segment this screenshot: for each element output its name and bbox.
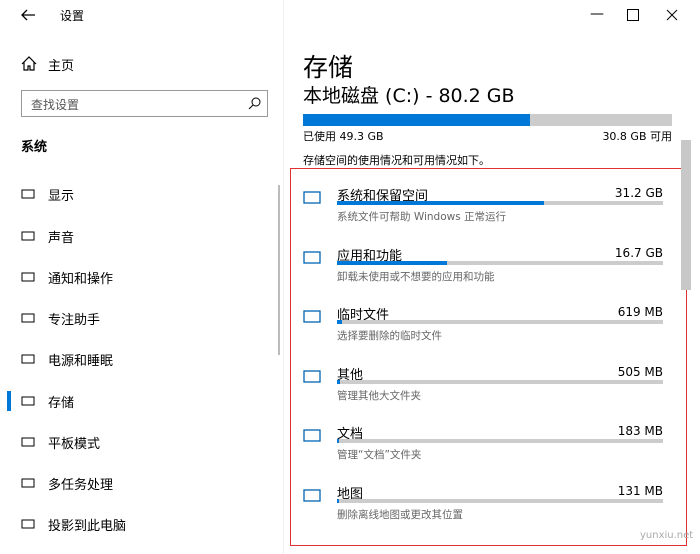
category-name: 文档	[337, 427, 364, 443]
nav-icon	[21, 231, 35, 241]
nav-label: 显示	[48, 189, 75, 204]
category-bar-fill	[337, 379, 340, 384]
nav-label: 投影到此电脑	[48, 519, 127, 534]
category-icon	[303, 250, 321, 264]
category-bar	[337, 201, 663, 205]
category-icon	[303, 370, 321, 383]
nav-icon	[21, 354, 35, 364]
nav-icon	[21, 189, 35, 199]
highlight-box	[290, 168, 687, 546]
category-bar-fill	[337, 439, 339, 444]
category-desc: 系统文件可帮助 Windows 正常运行	[337, 211, 507, 223]
category-bar	[337, 320, 663, 325]
category-desc: 管理“文档”文件夹	[337, 449, 422, 462]
selection-indicator	[7, 391, 11, 411]
storage-category[interactable]: 文档 183 MB 管理“文档”文件夹	[300, 423, 670, 479]
nav-label: 平板模式	[48, 437, 101, 452]
scrollbar	[278, 185, 280, 355]
drive-title: 本地磁盘 (C:) - 80.2 GB	[303, 85, 515, 107]
drive-usage-fill	[303, 114, 530, 126]
storage-category[interactable]: 系统和保留空间 31.2 GB 系统文件可帮助 Windows 正常运行	[300, 185, 670, 241]
category-bar	[337, 379, 663, 384]
page-title: 存储	[303, 53, 354, 82]
category-size: 183 MB	[617, 424, 663, 439]
category-icon	[303, 429, 321, 443]
category-name: 其他	[337, 367, 364, 383]
nav-label: 多任务处理	[48, 478, 114, 493]
search-box[interactable]: 查找设置	[21, 90, 268, 117]
category-icon	[303, 310, 321, 323]
maximize-button[interactable]	[627, 9, 639, 21]
category-bar	[337, 439, 663, 444]
storage-category[interactable]: 临时文件 619 MB 选择要删除的临时文件	[300, 304, 670, 360]
category-size: 619 MB	[617, 305, 663, 320]
intro-text: 存储空间的使用情况和可用情况如下。	[303, 154, 490, 167]
category-desc: 删除离线地图或更改其位置	[337, 509, 463, 521]
nav-icon	[21, 272, 35, 282]
category-size: 31.2 GB	[614, 186, 663, 200]
nav-label: 专注助手	[48, 313, 101, 328]
nav-icon	[21, 313, 35, 323]
category-name: 系统和保留空间	[337, 189, 429, 204]
category-size: 505 MB	[617, 364, 663, 379]
category-bar-fill	[337, 320, 342, 325]
nav-item[interactable]: 投影到此电脑	[0, 504, 283, 544]
nav-item[interactable]: 显示	[0, 174, 283, 214]
watermark: yunxiu.net	[640, 530, 694, 541]
category-bar	[337, 260, 663, 265]
sidebar: 设置 主页 查找设置 系统 显示声音通知和操作专注助手电源和睡眠存储平板模式多任…	[0, 0, 284, 554]
window-title: 设置	[60, 9, 85, 23]
storage-category[interactable]: 其他 505 MB 管理其他大文件夹	[300, 364, 670, 420]
search-icon	[248, 97, 261, 110]
category-size: 131 MB	[617, 484, 663, 498]
nav-item[interactable]: 电源和睡眠	[0, 339, 283, 379]
category-desc: 选择要删除的临时文件	[337, 330, 442, 343]
category-icon	[303, 489, 321, 502]
nav-label: 声音	[48, 231, 75, 246]
nav-item[interactable]: 存储	[0, 381, 283, 421]
category-bar-fill	[337, 201, 544, 205]
nav-label: 通知和操作	[48, 272, 114, 287]
nav-icon	[21, 437, 35, 447]
category-bar-fill	[337, 260, 447, 265]
nav-item[interactable]: 声音	[0, 216, 283, 256]
storage-category[interactable]: 地图 131 MB 删除离线地图或更改其位置	[300, 483, 670, 539]
used-label: 已使用 49.3 GB	[303, 130, 384, 143]
category-name: 应用和功能	[337, 248, 403, 264]
category-bar-fill	[337, 499, 339, 503]
category-desc: 卸载未使用或不想要的应用和功能	[337, 270, 495, 283]
close-button[interactable]	[666, 9, 678, 21]
main-scrollbar	[681, 140, 691, 290]
nav-icon	[21, 478, 35, 488]
category-icon	[303, 191, 321, 204]
back-button[interactable]	[20, 8, 36, 22]
nav-item[interactable]: 多任务处理	[0, 463, 283, 503]
category-name: 临时文件	[337, 308, 390, 324]
drive-usage-bar	[303, 114, 672, 126]
nav-item[interactable]: 平板模式	[0, 422, 283, 462]
nav-item[interactable]: 专注助手	[0, 298, 283, 338]
category-bar	[337, 499, 663, 503]
free-label: 30.8 GB 可用	[602, 130, 672, 143]
nav-icon	[21, 396, 35, 406]
minimize-button[interactable]: —	[590, 6, 604, 22]
category-size: 16.7 GB	[614, 245, 663, 260]
nav-label: 电源和睡眠	[48, 354, 114, 369]
nav-label: 存储	[48, 396, 75, 411]
home-icon	[21, 56, 37, 71]
search-placeholder: 查找设置	[31, 98, 80, 112]
section-title: 系统	[21, 140, 48, 155]
nav-item[interactable]: 通知和操作	[0, 257, 283, 297]
home-link[interactable]: 主页	[48, 59, 75, 74]
category-desc: 管理其他大文件夹	[337, 389, 421, 402]
nav-icon	[21, 519, 35, 529]
category-name: 地图	[337, 487, 364, 502]
storage-category[interactable]: 应用和功能 16.7 GB 卸载未使用或不想要的应用和功能	[300, 245, 670, 301]
